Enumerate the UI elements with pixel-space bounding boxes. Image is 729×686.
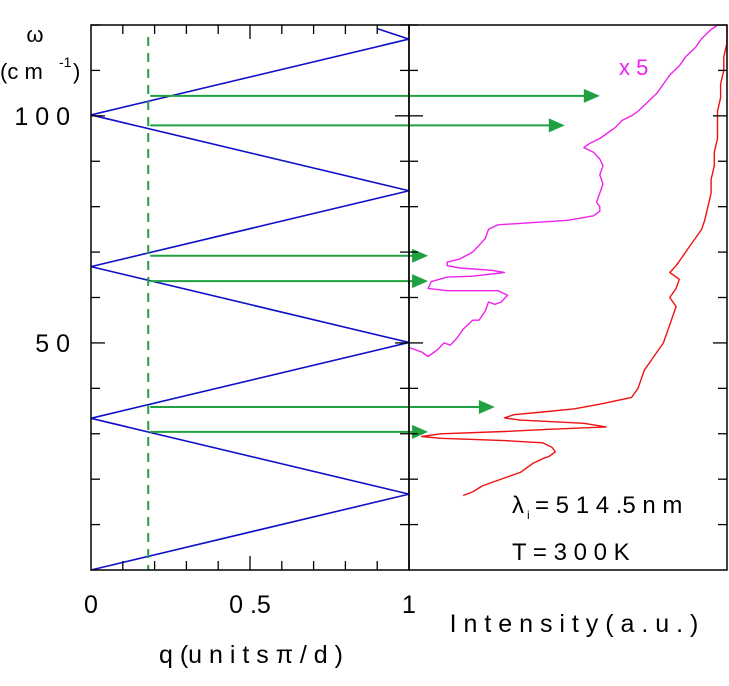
- raman-spectrum-magnified: [408, 24, 718, 358]
- phonon-arrows: [150, 88, 600, 439]
- y-axis-symbol: ω: [26, 22, 43, 47]
- dispersion-branch-5: [90, 189, 410, 268]
- dispersion-panel: [90, 27, 410, 571]
- x-tick-label-0: 0: [84, 591, 98, 619]
- x-axis-label: q (u n i t s π / d ): [159, 641, 343, 669]
- x-tick-label-1: 0 .5: [229, 591, 271, 619]
- dispersion-branch-1: [90, 493, 410, 571]
- dispersion-branch-6: [90, 114, 410, 192]
- dispersion-branch-8: [376, 27, 410, 40]
- lambda-subscript: i: [527, 508, 530, 522]
- dispersion-branch-4: [90, 265, 410, 344]
- lambda-symbol: λ: [512, 492, 524, 519]
- panel-frames: [90, 24, 728, 571]
- labels: ω (c m -1 ) q (u n i t s π / d ) I n t e…: [0, 22, 698, 669]
- y-axis-unit-exponent: -1: [59, 54, 72, 70]
- y-tick-label-50: 5 0: [35, 330, 70, 358]
- x-tick-label-2: 1: [402, 591, 416, 619]
- arrow-head-6: [412, 424, 429, 439]
- y-axis-unit-open: (c m: [0, 59, 43, 84]
- dispersion-branch-2: [90, 417, 410, 495]
- intensity-axis-label: I n t e n s i t y ( a . u . ): [450, 610, 699, 638]
- arrow-head-1: [583, 88, 600, 103]
- arrow-head-5: [478, 399, 495, 414]
- arrow-head-2: [548, 118, 565, 133]
- dispersion-branch-7: [90, 38, 410, 116]
- temperature-label: T = 3 0 0 K: [512, 539, 630, 566]
- raman-panel: [408, 24, 728, 497]
- raman-frame: [408, 24, 728, 571]
- arrow-head-4: [412, 274, 429, 289]
- scale-factor-label: x 5: [619, 55, 648, 80]
- wavelength-label: = 5 1 4 .5 n m: [535, 492, 682, 519]
- raman-spectrum: [421, 25, 728, 497]
- y-axis-unit-close: ): [73, 59, 80, 84]
- dispersion-frame: [90, 24, 410, 571]
- dispersion-branch-3: [90, 341, 410, 420]
- y-tick-label-100: 1 0 0: [14, 103, 70, 131]
- arrow-head-3: [412, 248, 429, 263]
